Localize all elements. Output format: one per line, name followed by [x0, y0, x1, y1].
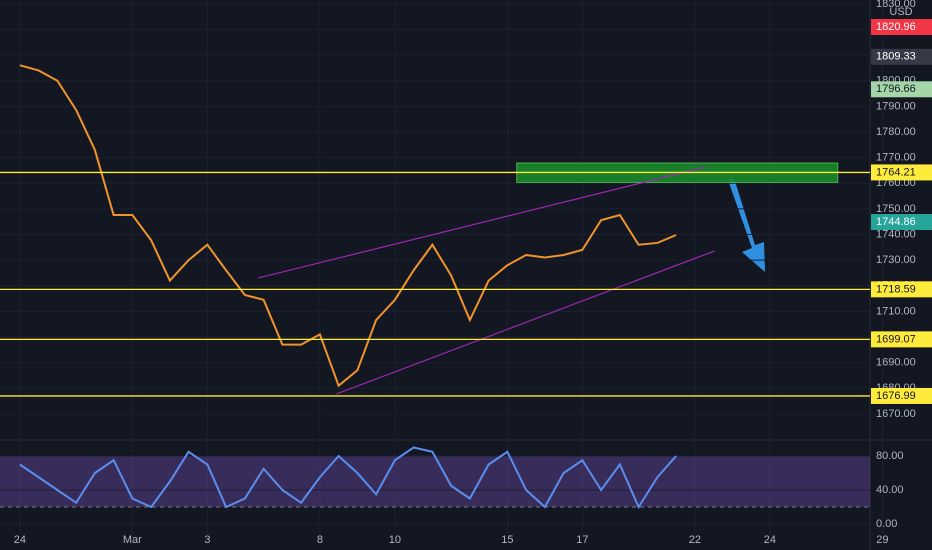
x-tick-label: 17 — [576, 534, 588, 546]
x-tick-label: 22 — [689, 534, 701, 546]
level-label: 1796.66 — [876, 83, 916, 95]
y-tick-label: 1780.00 — [876, 126, 916, 138]
price-line — [19, 64, 677, 388]
level-box — [871, 331, 932, 348]
price-line — [19, 446, 677, 510]
x-tick-label: 3 — [204, 534, 210, 546]
y-tick-label: 1770.00 — [876, 152, 916, 164]
level-box — [871, 19, 932, 36]
x-tick-label: 15 — [501, 534, 513, 546]
y-tick-label: 1730.00 — [876, 254, 916, 266]
level-label: 1764.21 — [876, 166, 916, 178]
down-arrow — [728, 178, 765, 272]
x-tick-label: 10 — [389, 534, 401, 546]
y-tick-label: 1740.00 — [876, 228, 916, 240]
level-label: 1809.33 — [876, 51, 916, 63]
y-tick-label: 0.00 — [876, 518, 897, 530]
level-box — [871, 214, 932, 231]
y-tick-label: 1750.00 — [876, 203, 916, 215]
x-tick-label: 29 — [876, 534, 888, 546]
level-box — [871, 81, 932, 98]
x-tick-label: 24 — [764, 534, 776, 546]
y-tick-label: 1790.00 — [876, 100, 916, 112]
level-box — [871, 164, 932, 181]
y-tick-label: 40.00 — [876, 484, 904, 496]
currency: USD — [889, 6, 912, 18]
y-tick-label: 80.00 — [876, 450, 904, 462]
level-box — [871, 48, 932, 65]
y-tick-label: 1670.00 — [876, 408, 916, 420]
x-tick-label: 24 — [14, 534, 26, 546]
level-label: 1820.96 — [876, 21, 916, 33]
level-box — [871, 281, 932, 298]
channel-line — [257, 166, 706, 279]
x-tick-label: 8 — [317, 534, 323, 546]
level-box — [871, 387, 932, 404]
level-label: 1699.07 — [876, 333, 916, 345]
channel-line — [336, 250, 715, 395]
y-tick-label: 1830.00 — [876, 0, 916, 10]
level-label: 1718.59 — [876, 283, 916, 295]
y-tick-label: 1690.00 — [876, 357, 916, 369]
level-label: 1676.99 — [876, 390, 916, 402]
level-label: 1744.86 — [876, 216, 916, 228]
oscillator-band — [0, 455, 870, 508]
x-tick-label: Mar — [123, 534, 142, 546]
y-tick-label: 1710.00 — [876, 305, 916, 317]
